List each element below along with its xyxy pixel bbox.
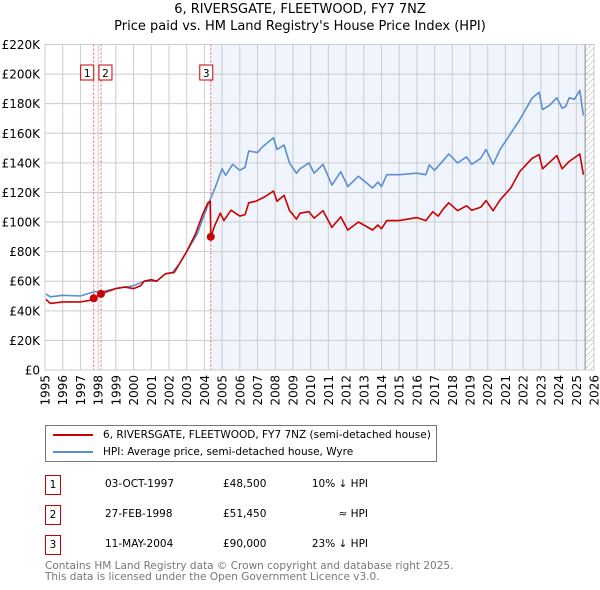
transaction-row: 1 03-OCT-1997 £48,500 10% ↓ HPI [45, 475, 445, 495]
chart-title: 6, RIVERSGATE, FLEETWOOD, FY7 7NZ [174, 2, 426, 17]
x-tick-label: 2013 [357, 375, 371, 406]
sale-label-frame [98, 64, 113, 81]
legend-label-hpi: HPI: Average price, semi-detached house,… [103, 446, 354, 458]
footer-licence: This data is licensed under the Open Gov… [45, 571, 380, 583]
x-tick-label: 2005 [216, 375, 230, 406]
y-tick-label: £220K [2, 38, 42, 52]
x-tick-label: 1997 [74, 375, 88, 406]
y-tick-label: £200K [2, 68, 42, 82]
transaction-price: £48,500 [223, 478, 267, 490]
hpi-series-line [45, 89, 585, 298]
y-tick-label: £180K [2, 97, 42, 111]
x-tick-label: 2022 [517, 375, 531, 406]
sale-label-box: 1 [80, 64, 95, 81]
sale-label-box: 3 [199, 64, 214, 81]
plot-area: 1995 1996 1997 1998 1999 2000 2001 2002 2003 2004… [2, 38, 600, 406]
transaction-date: 11-MAY-2004 [105, 538, 174, 550]
x-tick-label: 2016 [410, 375, 424, 406]
post-sale-shade [210, 44, 586, 370]
transaction-hpi-relation: ≈ HPI [338, 508, 368, 520]
y-tick-label: £80K [9, 245, 41, 259]
sale-label-frame [199, 64, 214, 81]
sale-label-number: 1 [84, 68, 91, 80]
transaction-row: 2 27-FEB-1998 £51,450 ≈ HPI [45, 505, 445, 525]
transaction-price: £90,000 [223, 538, 267, 550]
legend-label-property: 6, RIVERSGATE, FLEETWOOD, FY7 7NZ (semi-… [103, 429, 431, 441]
sale-point [206, 232, 215, 241]
sale-label-number: 2 [102, 68, 109, 80]
x-tick-label: 2024 [552, 375, 566, 406]
property-series-line [45, 153, 585, 305]
transaction-price: £51,450 [223, 508, 267, 520]
sale-point [96, 289, 105, 298]
sale-point [89, 294, 98, 303]
x-tick-label: 2020 [481, 375, 495, 406]
x-tick-label: 2010 [304, 375, 318, 406]
chart-subtitle: Price paid vs. HM Land Registry's House … [114, 19, 486, 34]
x-tick-label: 2008 [269, 375, 283, 406]
transaction-date: 27-FEB-1998 [105, 508, 173, 520]
x-tick-label: 2018 [446, 375, 460, 406]
sale-label-box: 2 [98, 64, 113, 81]
transaction-number: 1 [45, 475, 61, 495]
y-tick-label: £140K [2, 156, 42, 170]
forecast-hatch [585, 44, 594, 370]
transaction-date: 03-OCT-1997 [105, 478, 174, 490]
x-tick-label: 2023 [534, 375, 548, 406]
x-tick-label: 2004 [198, 375, 212, 406]
y-tick-label: £0 [25, 364, 40, 378]
x-tick-label: 1995 [39, 375, 53, 406]
x-tick-label: 2007 [251, 375, 265, 406]
x-tick-label: 2011 [322, 375, 336, 406]
legend: 6, RIVERSGATE, FLEETWOOD, FY7 7NZ (semi-… [45, 425, 437, 462]
x-tick-label: 1999 [109, 375, 123, 406]
x-tick-label: 2012 [340, 375, 354, 406]
legend-item-property: 6, RIVERSGATE, FLEETWOOD, FY7 7NZ (semi-… [46, 427, 431, 443]
transaction-row: 3 11-MAY-2004 £90,000 23% ↓ HPI [45, 535, 445, 555]
y-tick-label: £60K [9, 275, 41, 289]
y-tick-label: £160K [2, 127, 42, 141]
y-tick-label: £20K [9, 334, 41, 348]
legend-swatch-property [53, 434, 93, 436]
x-tick-label: 2000 [127, 375, 141, 406]
x-tick-label: 1998 [92, 375, 106, 406]
y-tick-label: £120K [2, 186, 42, 200]
y-tick-label: £40K [9, 304, 41, 318]
transaction-number: 3 [45, 535, 61, 555]
x-tick-label: 2001 [145, 375, 159, 406]
x-tick-label: 2002 [162, 375, 176, 406]
x-tick-label: 2026 [588, 375, 600, 406]
legend-item-hpi: HPI: Average price, semi-detached house,… [46, 444, 353, 460]
x-tick-label: 2025 [570, 375, 584, 406]
footer-copyright: Contains HM Land Registry data © Crown c… [45, 560, 454, 572]
y-tick-label: £100K [2, 216, 42, 230]
x-tick-label: 2017 [428, 375, 442, 406]
x-tick-label: 2021 [499, 375, 513, 406]
x-tick-label: 2003 [180, 375, 194, 406]
x-tick-label: 2019 [464, 375, 478, 406]
transaction-number: 2 [45, 505, 61, 525]
sale-label-frame [80, 64, 95, 81]
sale-label-number: 3 [203, 68, 210, 80]
x-tick-label: 2009 [286, 375, 300, 406]
plot-frame [44, 44, 595, 371]
x-tick-label: 1996 [56, 375, 70, 406]
legend-swatch-hpi [53, 451, 93, 453]
transaction-hpi-relation: 10% ↓ HPI [311, 478, 368, 490]
transaction-hpi-relation: 23% ↓ HPI [311, 538, 368, 550]
x-tick-label: 2014 [375, 375, 389, 406]
x-tick-label: 2015 [393, 375, 407, 406]
x-tick-label: 2006 [233, 375, 247, 406]
